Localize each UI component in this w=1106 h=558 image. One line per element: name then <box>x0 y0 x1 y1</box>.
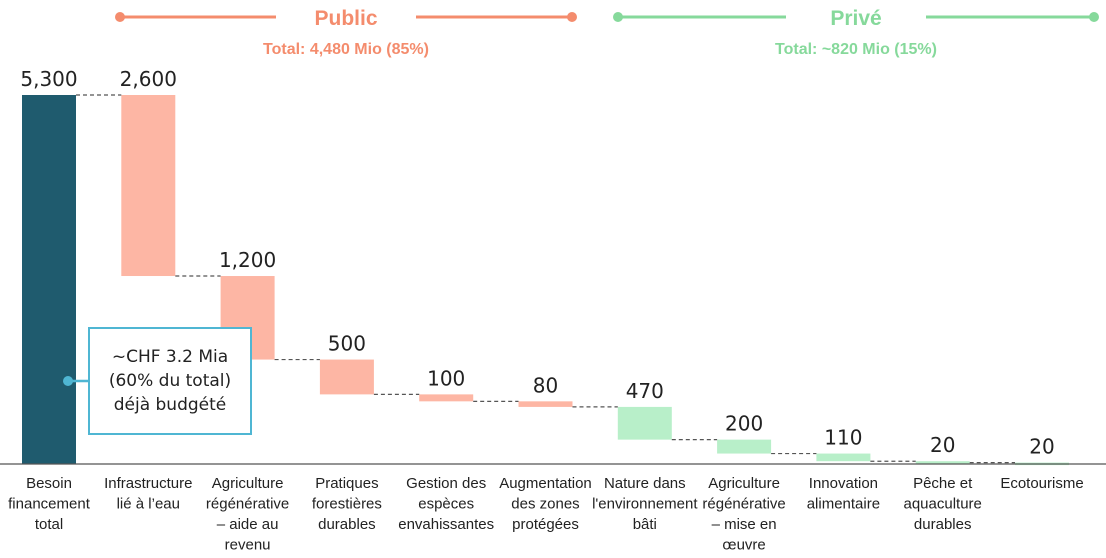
bar-0 <box>22 95 76 464</box>
value-label-5: 80 <box>533 373 558 397</box>
bar-6 <box>617 406 672 440</box>
private-header-dot-right <box>1089 12 1099 22</box>
private-group-title: Privé <box>830 7 881 30</box>
category-label-2: Agriculture régénérative – aide au revenu <box>206 475 289 554</box>
category-label-0: Besoin financement total <box>8 475 91 533</box>
category-label-7: Agriculture régénérative – mise en œuvre <box>702 475 785 554</box>
category-label-4: Gestion des espèces envahissantes <box>398 475 494 533</box>
bar-5 <box>518 401 573 407</box>
category-label-1: Infrastructure lié à l’eau <box>104 475 192 513</box>
category-label-9: Pêche et aquaculture durables <box>903 475 981 533</box>
budget-callout: ~CHF 3.2 Mia (60% du total) déjà budgété <box>88 327 252 435</box>
public-header-dot-right <box>567 12 577 22</box>
value-label-4: 100 <box>427 366 465 390</box>
public-header-dot-left <box>115 12 125 22</box>
value-label-2: 1,200 <box>219 248 276 272</box>
value-label-10: 20 <box>1029 435 1054 459</box>
bar-8 <box>816 453 871 462</box>
category-label-10: Ecotourisme <box>1000 475 1083 492</box>
public-group-title: Public <box>314 7 377 30</box>
bar-4 <box>419 394 474 402</box>
category-label-8: Innovation alimentaire <box>807 475 880 513</box>
category-label-3: Pratiques forestières durables <box>312 475 382 533</box>
bar-3 <box>319 359 374 395</box>
callout-text: ~CHF 3.2 Mia (60% du total) déjà budgété <box>108 347 232 415</box>
category-label-5: Augmentation des zones protégées <box>499 475 592 533</box>
private-group-total: Total: ~820 Mio (15%) <box>775 41 937 58</box>
value-label-3: 500 <box>328 332 366 356</box>
bar-7 <box>717 439 772 454</box>
bar-9 <box>915 461 970 464</box>
callout-pointer-dot <box>63 376 73 386</box>
private-header-dot-left <box>613 12 623 22</box>
value-label-0: 5,300 <box>20 67 77 91</box>
category-label-6: Nature dans l'environnement bâti <box>592 475 698 533</box>
value-label-9: 20 <box>930 433 955 457</box>
value-label-1: 2,600 <box>120 67 177 91</box>
value-label-8: 110 <box>824 426 862 450</box>
bar-1 <box>121 95 176 277</box>
value-label-7: 200 <box>725 412 763 436</box>
public-group-total: Total: 4,480 Mio (85%) <box>263 41 429 58</box>
value-label-6: 470 <box>626 379 664 403</box>
